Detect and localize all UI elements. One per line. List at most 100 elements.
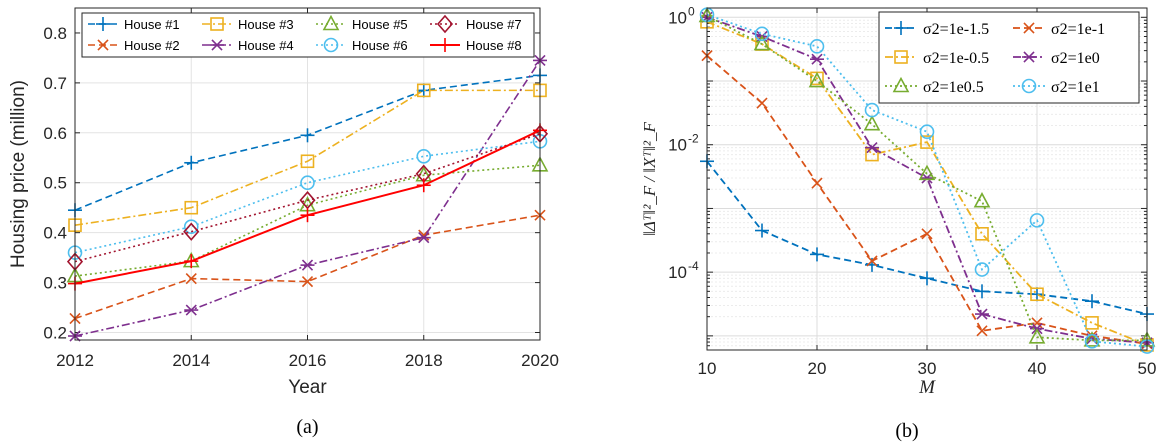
data-point-b [756,97,768,109]
legend-marker-a [438,38,452,52]
data-point-b [975,308,989,320]
legend-label-a: House #6 [352,38,408,53]
chart-a-housing-price: 0.2 0.3 0.4 0.5 0.6 0.7 0.8 2012 2014 2016 2018 202… [8,7,559,438]
data-point-a [183,219,199,234]
data-point-a [300,154,315,169]
series-line-a [74,214,541,320]
y-tick-label-a: 0.4 [43,224,67,243]
data-point-b [1084,334,1100,349]
legend-marker-b [894,50,908,64]
data-point-b [864,102,880,118]
legend-marker-a [322,14,340,31]
axes-box-b [706,7,1148,351]
data-point-a [416,178,431,193]
legend-marker-a [436,14,454,34]
series-line-a [74,89,540,226]
data-point-b [809,39,825,54]
data-point-a [300,128,315,143]
axes-box-a [74,7,541,341]
data-point-a [416,83,431,98]
y-tick-exponent-b: -4 [688,259,699,273]
data-point-b [753,34,771,51]
legend-marker-a [323,37,339,53]
data-point-b [1085,294,1099,309]
y-tick-label-a: 0.6 [43,124,67,143]
data-point-b [1030,287,1044,302]
legend-marker-b [1021,78,1037,94]
data-point-a [300,208,315,223]
data-point-b [973,191,991,208]
data-point-b [920,135,934,149]
y-tick-label-b: 10 [668,8,687,27]
x-tick-label-b: 30 [918,359,937,378]
series-line-a [74,164,541,277]
data-point-b [863,115,881,131]
series-b-2 [701,50,1153,350]
data-point-b [755,223,769,238]
x-tick-label-a: 2018 [405,351,443,370]
legend-label-a: House #2 [124,38,180,53]
y-tick-label-a: 0.7 [43,74,67,93]
legend-label-a: House #8 [466,38,522,53]
y-tick-label-b: 10 [668,136,687,155]
y-axis-label-a: Housing price (million) [8,80,29,268]
caption-a: (a) [296,416,318,438]
caption-b: (b) [895,420,918,442]
legend-label-a: House #1 [124,17,180,32]
data-point-b [976,325,988,337]
data-point-b [808,71,826,88]
legend-label-a: House #3 [238,17,294,32]
data-point-a [416,232,431,244]
data-point-b [1030,287,1044,302]
legend-b: σ2=1e-1.5 σ2=1e-1 σ2=1e-0.5 σ2=1e0 σ2=1e0.5 σ… [878,11,1140,104]
legend-marker-b [1022,51,1036,63]
legend-box-b [878,11,1140,104]
series-a-4 [68,54,547,342]
x-tick-label-a: 2020 [521,351,559,370]
series-line-a [74,140,541,254]
data-point-b [975,284,989,299]
y-axis-label-b: ‖Δᵀ‖²_F / ‖Xᵀ‖²_F [640,122,659,236]
data-point-b [1028,328,1046,344]
x-tick-label-b: 50 [1138,359,1157,378]
series-line-b [706,15,1147,342]
legend-marker-b [894,21,908,35]
legend-marker-b [892,76,910,93]
data-point-b [975,226,989,241]
y-tick-exponent-b: -2 [688,132,699,146]
data-point-a [184,155,199,170]
series-line-b [706,54,1148,345]
legend-label-b: σ2=1e0.5 [923,79,984,96]
data-point-b [918,164,936,181]
legend-marker-a [97,39,109,51]
data-point-a [185,272,197,285]
legend-label-a: House #5 [352,17,408,32]
y-tick-label-a: 0.5 [43,174,67,193]
y-tick-exponent-b: 0 [688,4,695,18]
legend-marker-b [1023,22,1035,34]
y-tick-label-a: 0.2 [43,324,67,343]
data-point-a [300,175,315,191]
legend-label-b: σ2=1e-1.5 [923,21,989,38]
legend-marker-a [210,17,224,31]
y-tick-label-a: 0.3 [43,274,67,293]
x-tick-label-a: 2016 [289,351,327,370]
legend-label-a: House #4 [238,38,294,53]
legend-label-b: σ2=1e-1 [1051,21,1105,38]
data-point-a [416,83,431,98]
x-tick-label-a: 2014 [172,351,210,370]
legend-label-b: σ2=1e-0.5 [923,50,989,67]
legend-a: House #1 House #2 House #3 House #4 House #5… [81,12,535,58]
data-point-b [866,255,878,267]
series-b-6 [699,7,1155,354]
x-axis-label-b: M [918,377,936,398]
x-tick-label-b: 40 [1028,359,1047,378]
data-point-a [300,259,315,271]
x-tick-label-b: 20 [808,359,827,378]
legend-marker-a [96,17,110,31]
data-point-b [810,247,824,262]
legend-marker-a [210,39,224,51]
data-point-b [754,26,770,42]
x-tick-label-b: 10 [698,359,717,378]
y-tick-label-b: 10 [668,263,687,282]
